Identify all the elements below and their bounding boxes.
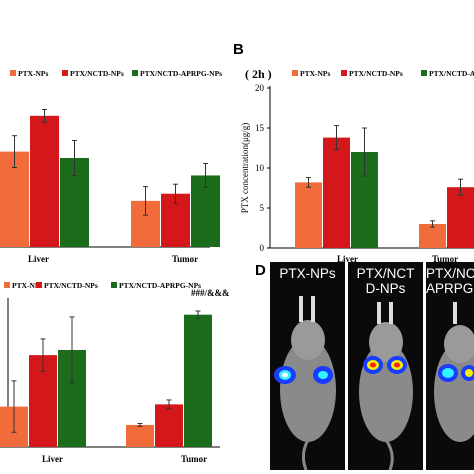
mouse-image-1	[274, 296, 336, 470]
mouse-silhouette	[359, 302, 413, 470]
chart-b-bar	[419, 224, 446, 248]
photo-panel-ptx-nctd-aprpg-nps: PTX/NC APRPG	[426, 262, 474, 470]
chart-b-ytick-label: 5	[260, 203, 265, 213]
panel-label-b: B	[233, 41, 244, 58]
chart-a-bar	[30, 115, 59, 247]
photo-panel-ptx-nps: PTX-NPs	[270, 262, 345, 470]
chart-c-legend-swatch	[36, 282, 42, 288]
chart-a-category-label: Tumor	[172, 254, 198, 264]
chart-c-bar	[126, 424, 154, 447]
chart-b-legend-swatch	[421, 70, 427, 76]
photo-label-ptx-nps: PTX-NPs	[279, 266, 336, 281]
chart-a-legend-label: PTX-NPs	[18, 69, 48, 78]
chart-b-bar	[447, 187, 474, 248]
chart-a-legend-label: PTX/NCTD-NPs	[70, 69, 124, 78]
mouse-image-2	[359, 302, 413, 470]
chart-c-category-label: Tumor	[181, 454, 207, 464]
chart-b-ytick-label: 0	[260, 243, 265, 253]
chart-c-legend-label: PTX-NPs	[12, 281, 42, 290]
chart-c-annotation: ###/&&&	[191, 288, 230, 298]
mouse-silhouette	[280, 296, 336, 470]
chart-b-ylabel: PTX concentration(μg/g)	[240, 123, 250, 214]
chart-b-legend-swatch	[292, 70, 298, 76]
chart-c-legend-label: PTX/NCTD-NPs	[44, 281, 98, 290]
chart-b-category-label: Tumor	[432, 254, 458, 264]
chart-b-legend-label: PTX-NPs	[300, 69, 330, 78]
chart-a-legend-swatch	[62, 70, 68, 76]
chart-c-bar	[184, 314, 212, 447]
fluorescence-signal	[274, 366, 333, 384]
chart-b-ytick-label: 20	[255, 83, 265, 93]
chart-b-bar	[295, 182, 322, 248]
chart-b-ytick-label: 15	[255, 123, 265, 133]
fluorescence-signal	[363, 356, 407, 374]
chart-c-legend-swatch	[4, 282, 10, 288]
chart-c-legend-label: PTX/NCTD-APRPG-NPs	[119, 281, 201, 290]
chart-b-category-label: Liver	[337, 254, 358, 264]
fluorescence-signal	[438, 364, 474, 382]
chart-b-bar	[323, 137, 350, 248]
photo-panel-ptx-nctd-nps: PTX/NCT D-NPs	[348, 262, 423, 470]
chart-a-category-label: Liver	[28, 254, 49, 264]
chart-a-legend-swatch	[10, 70, 16, 76]
chart-c-category-label: Liver	[42, 454, 63, 464]
photo-label-ptx-nctd-nps: PTX/NCT D-NPs	[356, 266, 415, 296]
chart-a-legend-swatch	[132, 70, 138, 76]
panel-label-d: D	[255, 262, 266, 279]
chart-c-bar	[155, 404, 183, 447]
photo-label-ptx-nctd-aprpg-nps: PTX/NC APRPG	[426, 266, 474, 296]
chart-b-title: ( 2h )	[245, 67, 272, 81]
chart-b-ytick-label: 10	[255, 163, 265, 173]
mouse-image-3	[434, 302, 474, 442]
chart-a-legend-label: PTX/NCTD-APRPG-NPs	[140, 69, 222, 78]
chart-b-legend-label: PTX/NCTD-APRPG-NPs	[429, 69, 474, 78]
chart-b-legend-swatch	[341, 70, 347, 76]
chart-c-legend-swatch	[111, 282, 117, 288]
chart-b-legend-label: PTX/NCTD-NPs	[349, 69, 403, 78]
